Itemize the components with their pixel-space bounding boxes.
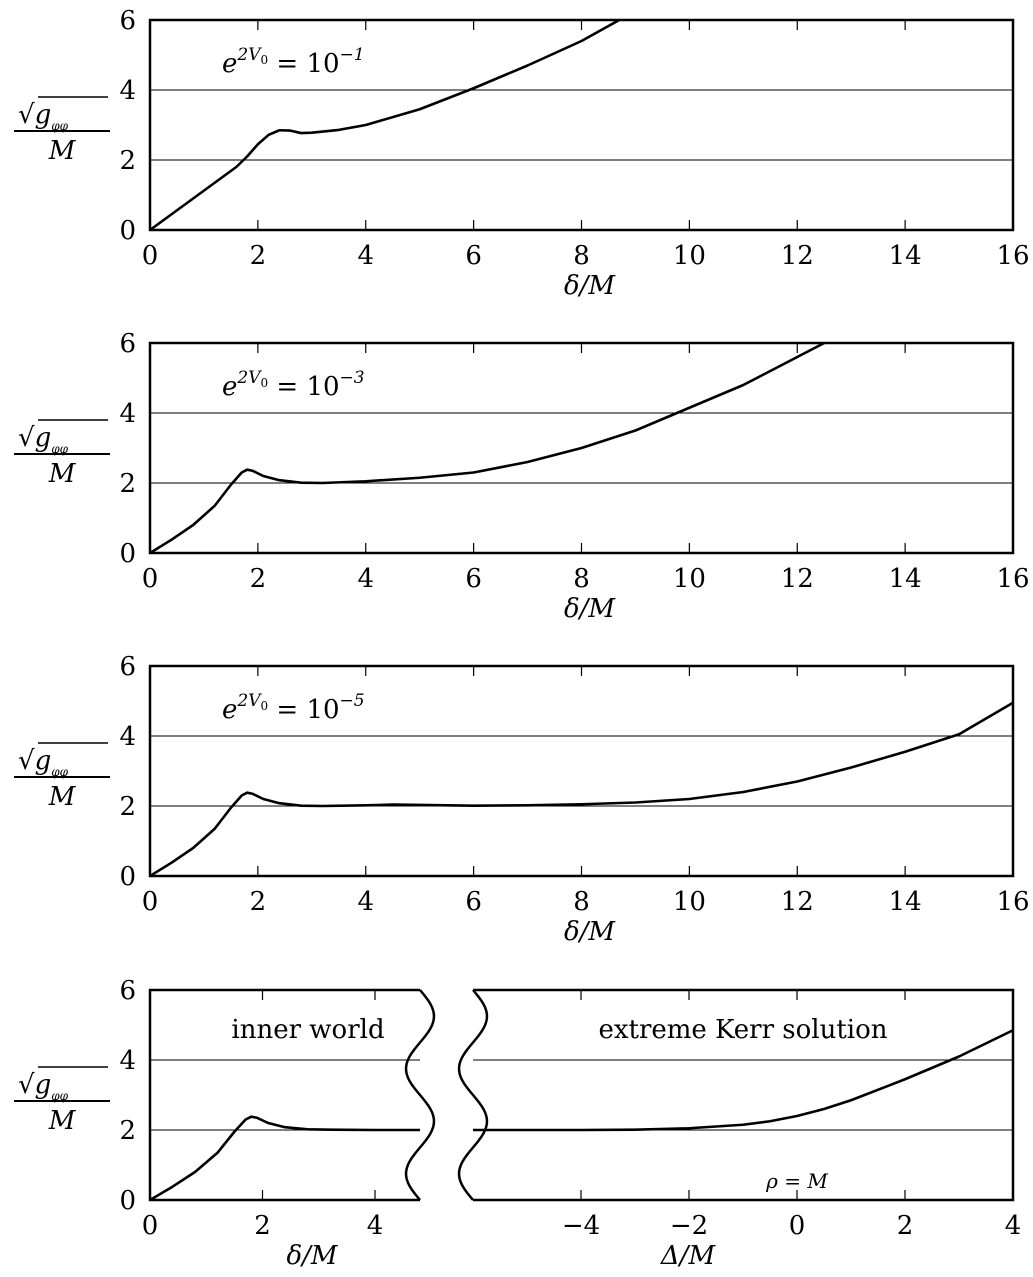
x-tick-label: 4 <box>1005 1211 1022 1241</box>
x-tick-label: 12 <box>781 887 814 917</box>
series-line <box>150 20 620 230</box>
x-tick-label: 16 <box>996 241 1029 271</box>
x-tick-label: 4 <box>357 564 374 594</box>
x-tick-label: 0 <box>142 1211 159 1241</box>
x-tick-label: 2 <box>897 1211 914 1241</box>
y-tick-label: 4 <box>119 399 136 429</box>
x-tick-label: 10 <box>673 241 706 271</box>
parameter-annotation: e2V0 = 10−5 <box>222 691 365 725</box>
x-tick-label: 0 <box>789 1211 806 1241</box>
x-tick-label: 2 <box>250 887 267 917</box>
x-tick-label: 14 <box>889 241 922 271</box>
x-tick-label: 14 <box>889 564 922 594</box>
chart-panel-4: 0 2 4 −4 −2 0 2 4 0 2 4 6 δ/M Δ/M inner world extreme K… <box>14 976 1021 1271</box>
axis-break-left <box>404 989 436 1201</box>
x-axis-label: δ/M <box>564 594 616 624</box>
x-tick-label: 16 <box>996 564 1029 594</box>
x-tick-label: 0 <box>142 564 159 594</box>
y-tick-label: 0 <box>119 539 136 569</box>
y-tick-label: 2 <box>119 792 136 822</box>
series-line <box>150 701 1013 876</box>
plot-frame-left <box>148 988 420 1202</box>
parameter-annotation: e2V0 = 10−1 <box>222 45 365 79</box>
x-tick-label: 12 <box>781 241 814 271</box>
y-tick-label: 4 <box>119 1046 136 1076</box>
x-tick-label: 14 <box>889 887 922 917</box>
y-tick-label: 2 <box>119 146 136 176</box>
y-tick-label: 4 <box>119 722 136 752</box>
x-tick-label: 2 <box>250 564 267 594</box>
y-tick-label: 6 <box>119 6 136 36</box>
rho-marker-label: ρ = M <box>765 1169 828 1193</box>
x-tick-label: 4 <box>367 1211 384 1241</box>
x-axis-label-right: Δ/M <box>660 1241 717 1271</box>
x-axis-label-left: δ/M <box>286 1241 338 1271</box>
x-tick-label: 16 <box>996 887 1029 917</box>
parameter-annotation: e2V0 = 10−3 <box>222 368 365 402</box>
x-tick-label: 4 <box>357 241 374 271</box>
y-label-denominator: M <box>48 136 77 166</box>
y-label-numerator: √gφφ <box>18 423 69 456</box>
y-tick-label: 2 <box>119 469 136 499</box>
y-label-denominator: M <box>48 459 77 489</box>
y-label-numerator: √gφφ <box>18 100 69 133</box>
x-tick-label: 2 <box>250 241 267 271</box>
x-tick-label: −4 <box>562 1211 600 1241</box>
x-tick-label: 0 <box>142 887 159 917</box>
series-line-kerr <box>473 1029 1014 1132</box>
x-tick-label: 10 <box>673 887 706 917</box>
y-tick-label: 0 <box>119 216 136 246</box>
x-axis-label: δ/M <box>564 917 616 947</box>
x-tick-label: 2 <box>254 1211 271 1241</box>
y-tick-label: 6 <box>119 329 136 359</box>
plot-frame-right <box>473 988 1015 1202</box>
region-label-kerr: extreme Kerr solution <box>598 1015 887 1045</box>
series-line-inner <box>149 1115 420 1202</box>
x-tick-label: 6 <box>465 564 482 594</box>
x-tick-label: 0 <box>142 241 159 271</box>
y-label-numerator: √gφφ <box>18 746 69 779</box>
y-tick-label: 4 <box>119 76 136 106</box>
axis-break-right <box>457 989 489 1201</box>
x-tick-label: 12 <box>781 564 814 594</box>
x-tick-label: 8 <box>573 564 590 594</box>
x-tick-label: 8 <box>573 241 590 271</box>
x-tick-label: −2 <box>670 1211 708 1241</box>
y-label-denominator: M <box>48 782 77 812</box>
y-tick-label: 2 <box>119 1116 136 1146</box>
y-tick-label: 6 <box>119 652 136 682</box>
region-label-inner-world: inner world <box>231 1015 384 1045</box>
series-line <box>150 343 825 553</box>
x-tick-label: 6 <box>465 241 482 271</box>
x-tick-label: 10 <box>673 564 706 594</box>
y-tick-label: 6 <box>119 976 136 1006</box>
x-tick-label: 8 <box>573 887 590 917</box>
x-tick-label: 6 <box>465 887 482 917</box>
y-label-denominator: M <box>48 1106 77 1136</box>
y-tick-label: 0 <box>119 1186 136 1216</box>
x-tick-label: 4 <box>357 887 374 917</box>
y-tick-label: 0 <box>119 862 136 892</box>
x-axis-label: δ/M <box>564 271 616 301</box>
y-label-numerator: √gφφ <box>18 1070 69 1103</box>
